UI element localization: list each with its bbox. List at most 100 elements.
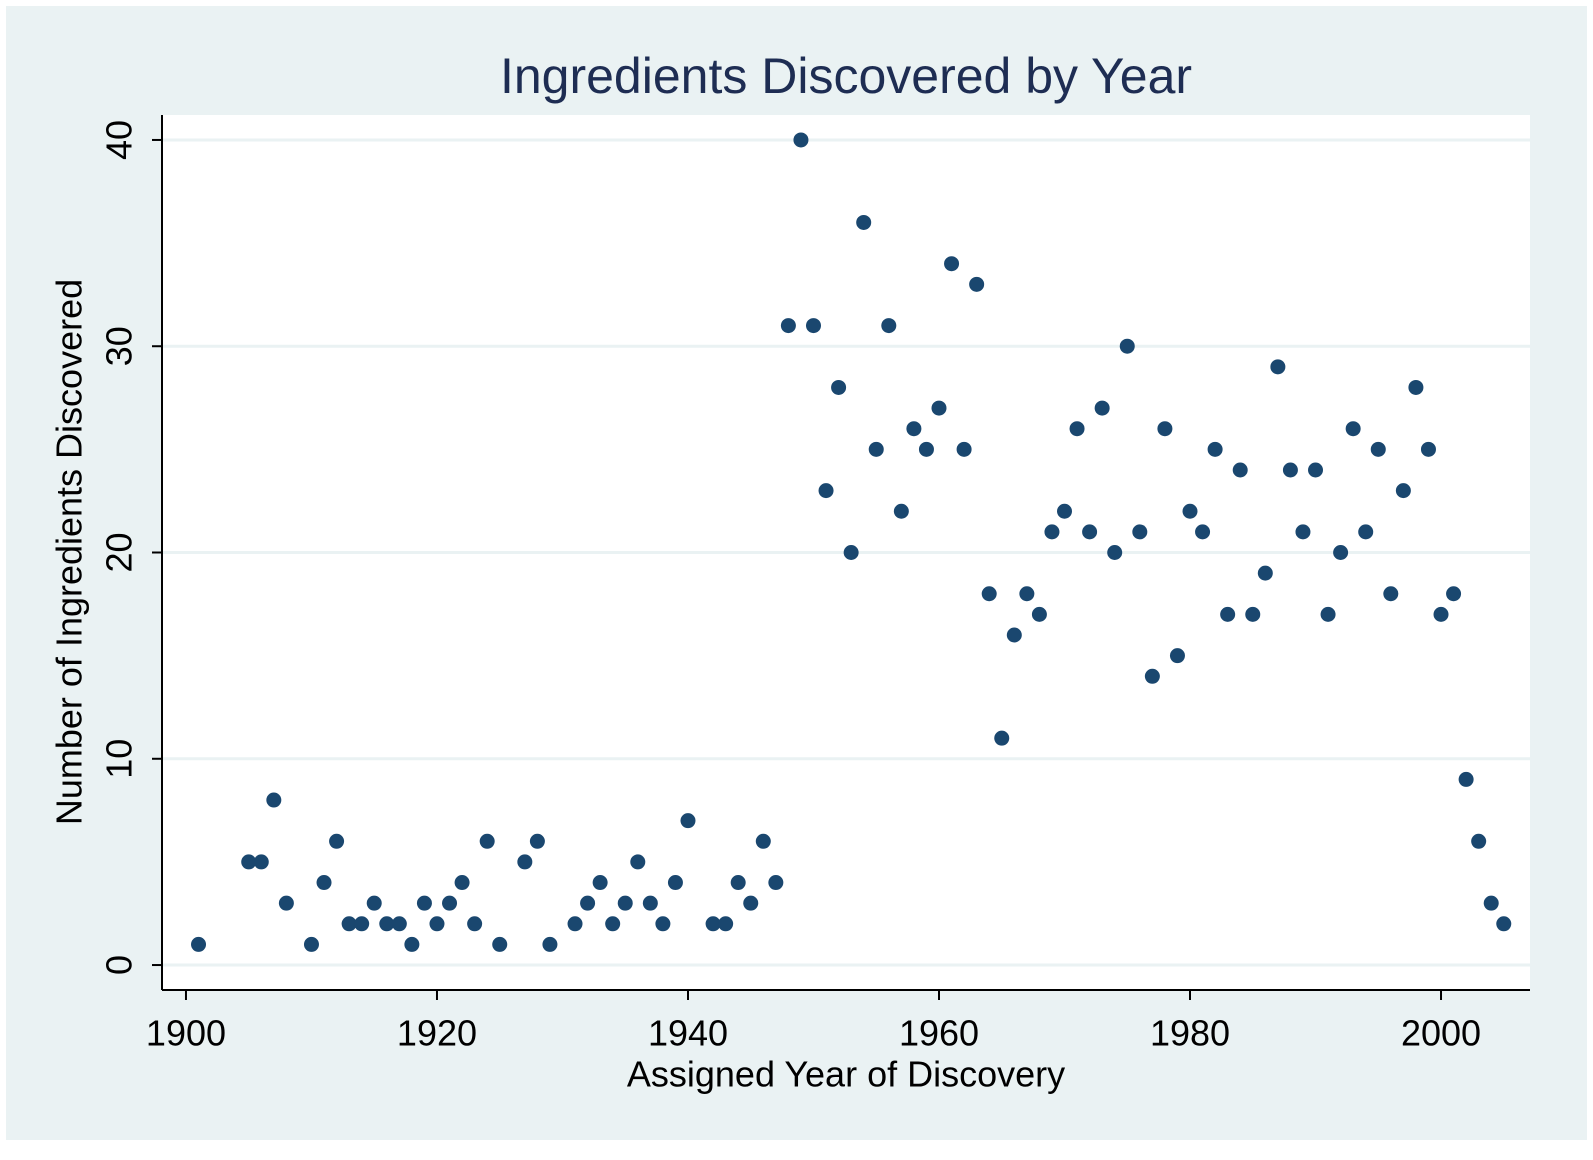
scatter-point	[1132, 524, 1148, 540]
scatter-point	[969, 276, 985, 292]
scatter-point	[1232, 462, 1248, 478]
scatter-point	[730, 875, 746, 891]
scatter-point	[454, 875, 470, 891]
scatter-point	[605, 916, 621, 932]
scatter-point	[1082, 524, 1098, 540]
scatter-point	[1107, 545, 1123, 560]
scatter-point	[241, 854, 257, 870]
scatter-point	[705, 916, 721, 932]
chart-title: Ingredients Discovered by Year	[500, 48, 1192, 104]
scatter-point	[1257, 565, 1273, 581]
y-tick-label: 20	[99, 532, 140, 572]
x-tick-label: 2000	[1401, 1013, 1481, 1054]
scatter-point	[831, 379, 847, 395]
y-tick-label: 0	[99, 955, 140, 975]
scatter-point	[1345, 421, 1361, 437]
scatter-point	[981, 586, 997, 602]
scatter-point	[266, 792, 282, 808]
scatter-point	[642, 895, 658, 911]
scatter-point	[793, 132, 809, 148]
scatter-point	[1182, 503, 1198, 519]
scatter-point	[1483, 895, 1499, 911]
scatter-point	[492, 936, 508, 952]
scatter-point	[1496, 916, 1512, 932]
scatter-point	[805, 318, 821, 334]
scatter-point	[567, 916, 583, 932]
scatter-point	[379, 916, 395, 932]
scatter-point	[1220, 606, 1236, 622]
scatter-point	[881, 318, 897, 334]
scatter-point	[1006, 627, 1022, 643]
scatter-point	[1207, 441, 1223, 457]
scatter-point	[479, 833, 495, 849]
scatter-point	[366, 895, 382, 911]
scatter-point	[416, 895, 432, 911]
scatter-point	[1320, 606, 1336, 622]
scatter-point	[1395, 483, 1411, 499]
scatter-point	[818, 483, 834, 499]
scatter-point	[542, 936, 558, 952]
scatter-point	[630, 854, 646, 870]
scatter-point	[1446, 586, 1462, 602]
scatter-point	[1270, 359, 1286, 375]
scatter-point	[517, 854, 533, 870]
scatter-point	[680, 813, 696, 829]
scatter-point	[1295, 524, 1311, 540]
scatter-point	[1333, 545, 1349, 560]
x-tick-label: 1920	[397, 1013, 477, 1054]
x-tick-label: 1960	[899, 1013, 979, 1054]
scatter-point	[918, 441, 934, 457]
scatter-point	[467, 916, 483, 932]
scatter-point	[391, 916, 407, 932]
scatter-point	[580, 895, 596, 911]
scatter-point	[341, 916, 357, 932]
scatter-point	[1433, 606, 1449, 622]
scatter-point	[1370, 441, 1386, 457]
y-tick-label: 40	[99, 120, 140, 160]
scatter-point	[755, 833, 771, 849]
scatter-point	[1358, 524, 1374, 540]
scatter-point	[868, 441, 884, 457]
scatter-point	[956, 441, 972, 457]
scatter-point	[191, 936, 207, 952]
scatter-point	[1119, 338, 1135, 354]
x-tick-label: 1940	[648, 1013, 728, 1054]
scatter-point	[1195, 524, 1211, 540]
scatter-point	[1044, 524, 1060, 540]
scatter-point	[906, 421, 922, 437]
scatter-point	[303, 936, 319, 952]
scatter-point	[278, 895, 294, 911]
x-axis-label: Assigned Year of Discovery	[627, 1054, 1065, 1095]
scatter-point	[404, 936, 420, 952]
markers	[191, 132, 1512, 952]
scatter-point	[856, 214, 872, 230]
scatter-point	[1144, 668, 1160, 684]
y-tick-label: 10	[99, 739, 140, 779]
scatter-point	[1308, 462, 1324, 478]
scatter-point	[354, 916, 370, 932]
scatter-point	[1019, 586, 1035, 602]
x-tick-label: 1900	[146, 1013, 226, 1054]
axes: 0 10 20 30 40 1900 1920 1940 1960 1980 2000	[99, 115, 1530, 1054]
y-tick-label: 30	[99, 326, 140, 366]
scatter-point	[780, 318, 796, 334]
scatter-point	[1420, 441, 1436, 457]
y-axis-label: Number of Ingredients Discovered	[49, 279, 90, 825]
scatter-point	[329, 833, 345, 849]
x-tick-label: 1980	[1150, 1013, 1230, 1054]
scatter-point	[1031, 606, 1047, 622]
scatter-point	[655, 916, 671, 932]
scatter-point	[253, 854, 269, 870]
scatter-point	[994, 730, 1010, 746]
scatter-point	[617, 895, 633, 911]
scatter-point	[1069, 421, 1085, 437]
scatter-point	[529, 833, 545, 849]
scatter-point	[592, 875, 608, 891]
scatter-point	[1157, 421, 1173, 437]
scatter-point	[442, 895, 458, 911]
scatter-point	[1169, 648, 1185, 664]
scatter-point	[1471, 833, 1487, 849]
scatter-point	[944, 256, 960, 272]
scatter-point	[1245, 606, 1261, 622]
